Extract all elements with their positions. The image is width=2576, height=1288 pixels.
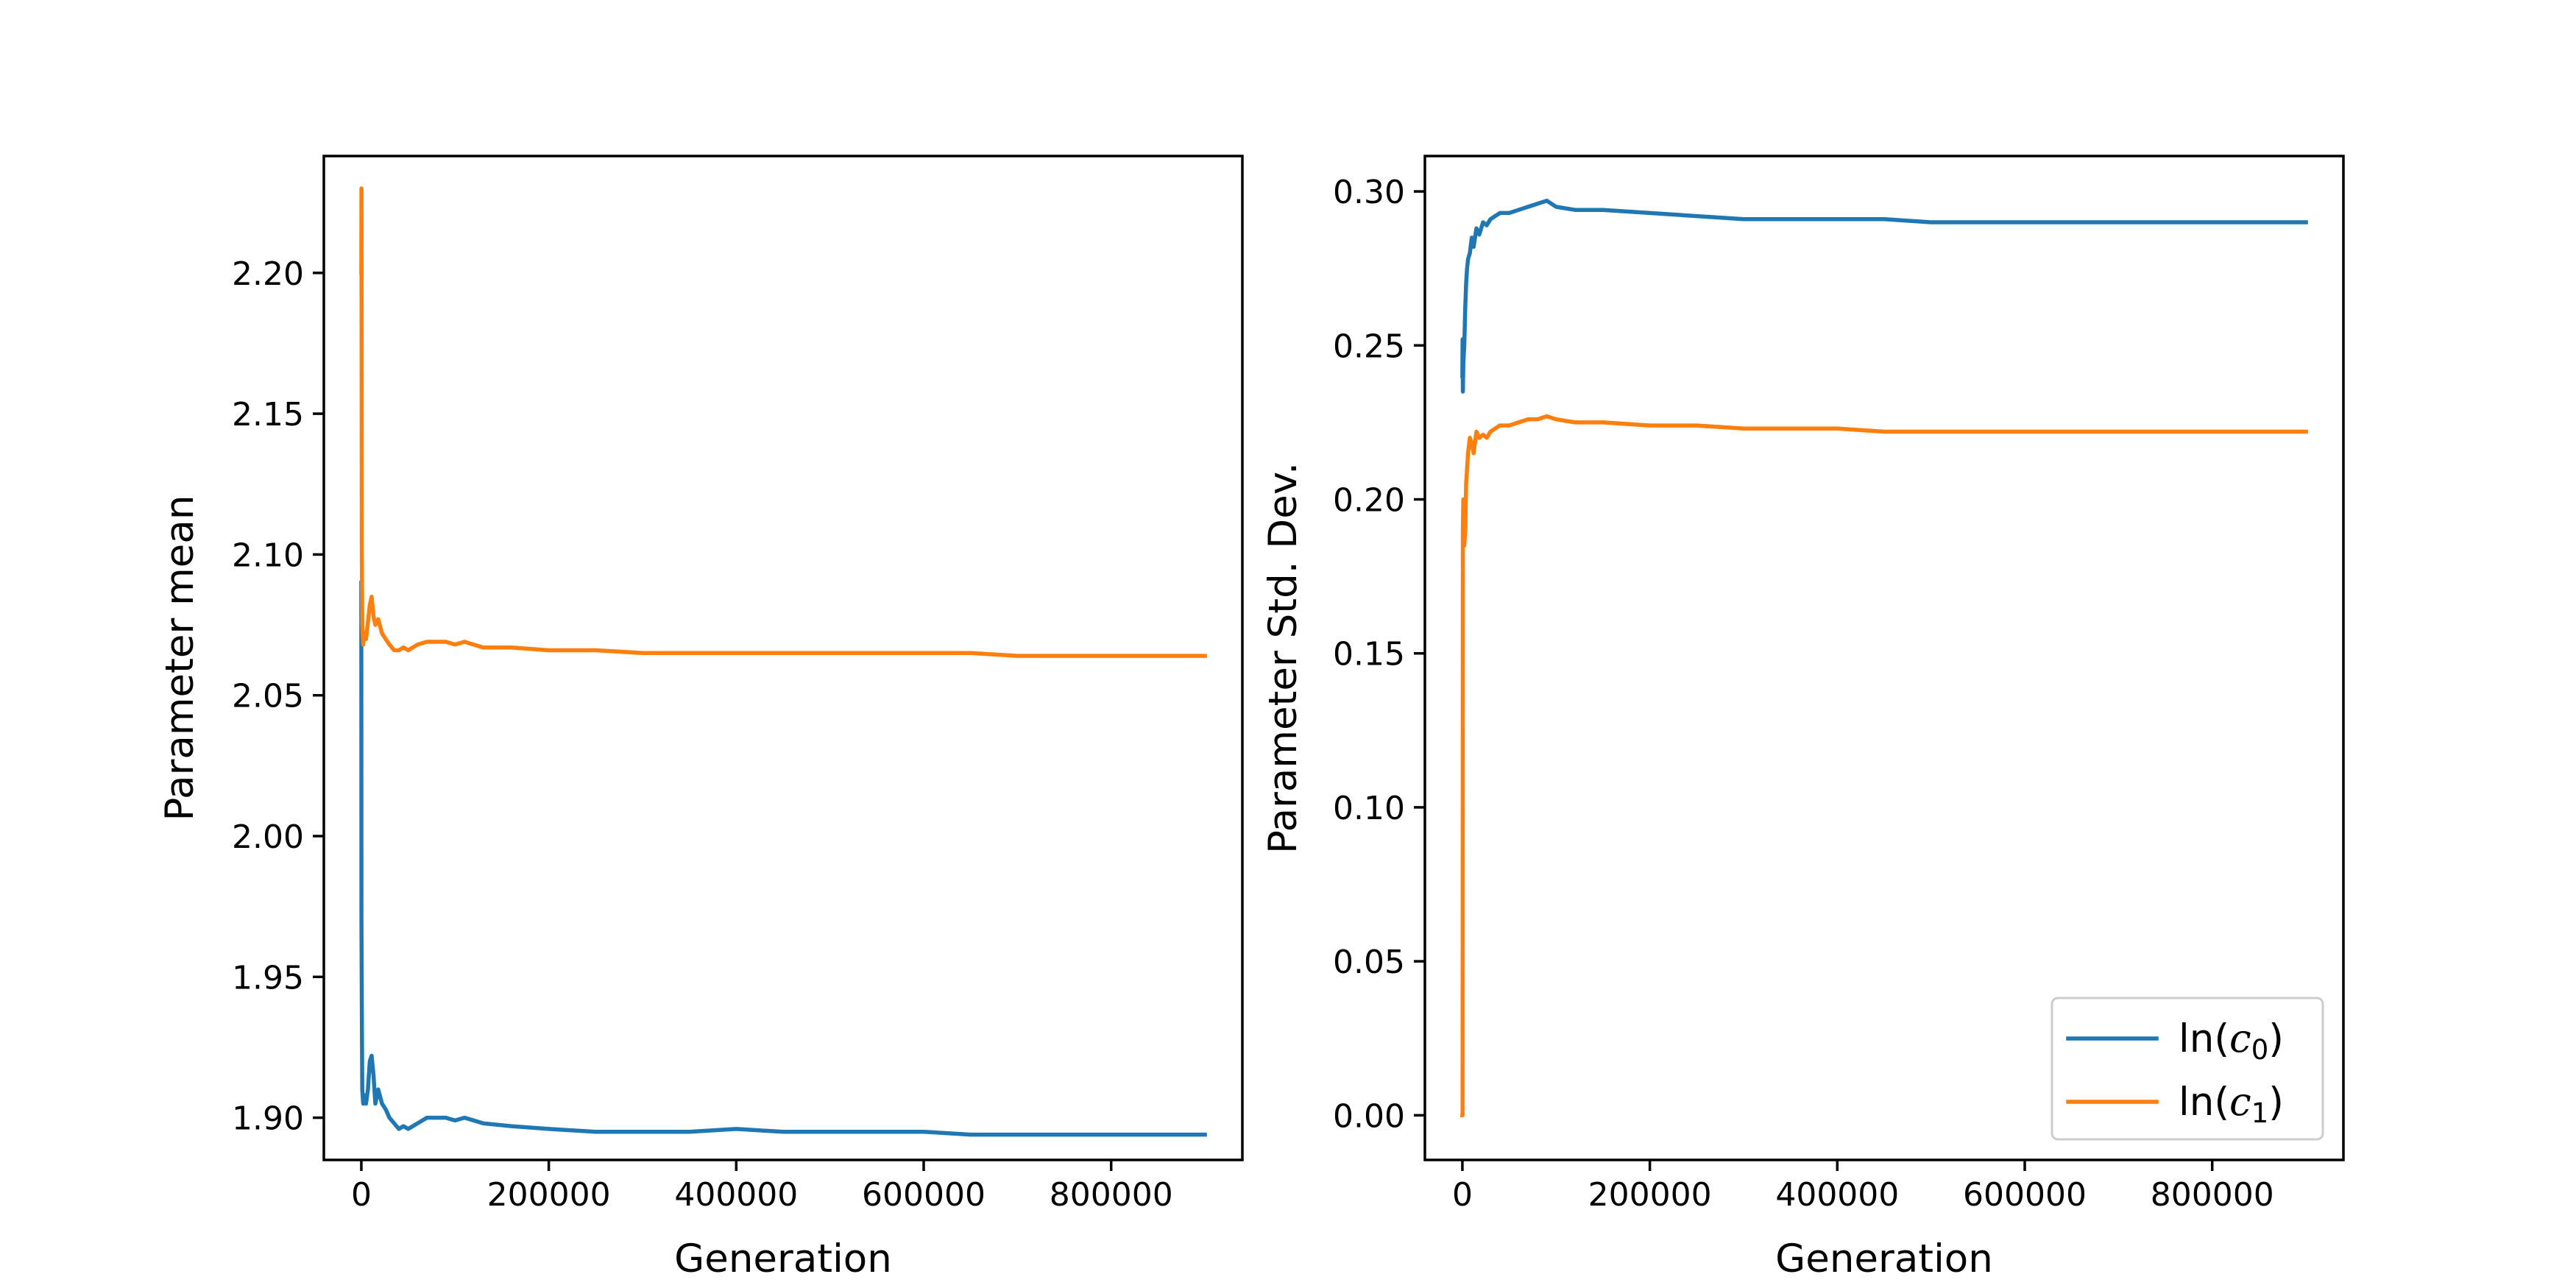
panel-0: 0 200000 400000 600000 800000 1.90 1.95 2.00 2.0… — [158, 155, 1244, 1281]
y-tick-label: 0.00 — [1333, 1097, 1405, 1135]
legend-label-subscript: 0 — [2251, 1034, 2269, 1066]
series-line-1 — [359, 186, 1207, 658]
plot-frame — [322, 155, 1244, 1161]
legend-label-suffix: ) — [2268, 1016, 2284, 1061]
y-tick-label: 0.10 — [1333, 790, 1405, 827]
panels: 0 200000 400000 600000 800000 1.90 1.95 2.00 2.0… — [158, 155, 2345, 1281]
series-lines — [359, 186, 1207, 1137]
x-tick-label: 600000 — [862, 1176, 986, 1214]
series-line-1 — [1460, 414, 2308, 1118]
y-tick-label: 0.30 — [1333, 174, 1405, 211]
x-tick-label: 400000 — [1775, 1176, 1899, 1214]
x-tick-label: 800000 — [1050, 1176, 1173, 1214]
y-tick-label: 1.95 — [232, 959, 304, 997]
plot-frame — [1423, 155, 2345, 1161]
legend-label-prefix: ln( — [2179, 1016, 2229, 1061]
x-tick-label: 200000 — [1588, 1176, 1712, 1214]
y-axis-label: Parameter Std. Dev. — [1261, 462, 1306, 854]
y-tick-label: 1.90 — [232, 1100, 304, 1138]
y-tick-label: 0.20 — [1333, 482, 1405, 520]
legend-label-variable: c — [2229, 1016, 2251, 1061]
y-tick-label: 2.10 — [232, 537, 304, 574]
y-tick-label: 0.25 — [1333, 328, 1405, 365]
x-axis-label: Generation — [674, 1236, 892, 1281]
y-axis-label: Parameter mean — [158, 495, 202, 821]
x-tick-label: 400000 — [674, 1176, 798, 1214]
series-line-0 — [1460, 198, 2308, 394]
legend-label-0: ln(c0) — [2179, 1016, 2284, 1066]
y-tick-label: 2.00 — [232, 818, 304, 856]
y-tick-label: 2.15 — [232, 396, 304, 434]
y-tick-label: 2.05 — [232, 678, 304, 715]
series-lines — [1460, 198, 2308, 1118]
legend-label-suffix: ) — [2268, 1080, 2284, 1125]
series-line-0 — [359, 580, 1207, 1137]
legend-label-prefix: ln( — [2179, 1080, 2229, 1125]
legend-label-1: ln(c1) — [2179, 1080, 2284, 1129]
y-tick-label: 0.15 — [1333, 636, 1405, 673]
x-tick-label: 600000 — [1963, 1176, 2087, 1214]
x-tick-label: 200000 — [487, 1176, 611, 1214]
legend-frame — [2050, 997, 2324, 1141]
legend-label-subscript: 1 — [2251, 1097, 2269, 1129]
x-tick-label: 0 — [1452, 1176, 1473, 1214]
x-tick-label: 800000 — [2151, 1176, 2274, 1214]
x-tick-label: 0 — [351, 1176, 372, 1214]
y-tick-label: 0.05 — [1333, 944, 1405, 981]
legend: ln(c0)ln(c1) — [2050, 997, 2324, 1141]
legend-label-variable: c — [2229, 1080, 2251, 1125]
y-tick-label: 2.20 — [232, 255, 304, 293]
panel-1: 0 200000 400000 600000 800000 0.00 0.05 0.10 0.1… — [1261, 155, 2345, 1281]
x-axis-label: Generation — [1775, 1236, 1993, 1281]
